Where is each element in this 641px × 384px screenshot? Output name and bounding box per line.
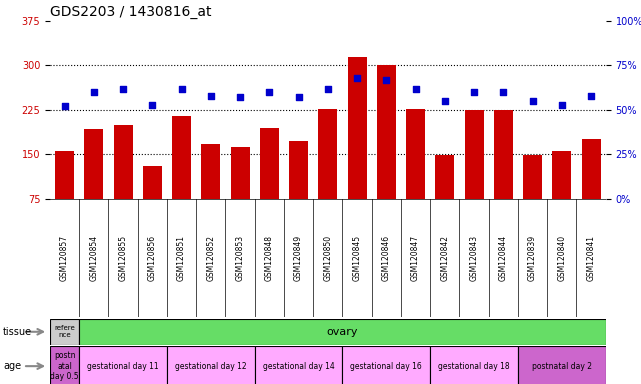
Text: GSM120857: GSM120857 [60,235,69,281]
Bar [79,346,167,384]
Text: GSM120840: GSM120840 [558,235,567,281]
Point [235,94,246,101]
Text: GSM120855: GSM120855 [119,235,128,281]
Text: GSM120845: GSM120845 [353,235,362,281]
Text: GSM120843: GSM120843 [470,235,479,281]
Point [147,101,158,108]
Bar [347,56,367,243]
Point [498,89,508,95]
Bar [518,346,606,384]
Text: gestational day 18: gestational day 18 [438,362,510,371]
Bar [231,147,249,243]
Point [528,98,538,104]
Text: GSM120842: GSM120842 [440,235,449,281]
Bar [55,151,74,243]
Point [410,86,420,92]
Bar [465,110,483,243]
Bar [113,124,133,243]
Bar [435,156,454,243]
Text: GSM120853: GSM120853 [236,235,245,281]
Bar [523,156,542,243]
Bar [85,129,103,243]
Bar [430,346,518,384]
Text: gestational day 14: gestational day 14 [263,362,335,371]
Bar [377,65,396,243]
Bar [201,144,221,243]
Text: GSM120847: GSM120847 [411,235,420,281]
Text: GSM120851: GSM120851 [177,235,186,281]
Bar [553,151,571,243]
Point [381,76,392,83]
Point [176,86,187,92]
Text: GSM120849: GSM120849 [294,235,303,281]
Text: gestational day 11: gestational day 11 [87,362,159,371]
Bar [172,116,191,243]
Bar [319,109,337,243]
Text: ovary: ovary [327,327,358,337]
Point [206,93,216,99]
Bar [342,346,430,384]
Text: gestational day 12: gestational day 12 [175,362,247,371]
Text: GSM120846: GSM120846 [382,235,391,281]
Text: GSM120848: GSM120848 [265,235,274,281]
Point [469,89,479,95]
Text: postnatal day 2: postnatal day 2 [532,362,592,371]
Bar [289,141,308,243]
Point [352,75,362,81]
Text: GSM120854: GSM120854 [89,235,98,281]
Text: GSM120839: GSM120839 [528,235,537,281]
Point [440,98,450,104]
Bar [260,127,279,243]
Bar [494,110,513,243]
Point [322,86,333,92]
Point [557,101,567,108]
Bar [406,109,425,243]
Bar [254,346,342,384]
Text: GSM120856: GSM120856 [148,235,157,281]
Bar [167,346,254,384]
Point [294,94,304,101]
Text: GSM120841: GSM120841 [587,235,595,281]
Text: refere
nce: refere nce [54,325,75,338]
Text: GSM120852: GSM120852 [206,235,215,281]
Text: GDS2203 / 1430816_at: GDS2203 / 1430816_at [50,5,212,19]
Point [88,89,99,95]
Text: age: age [3,361,21,371]
Bar [581,139,601,243]
Point [118,86,128,92]
Point [60,103,70,109]
Text: tissue: tissue [3,327,32,337]
Text: gestational day 16: gestational day 16 [351,362,422,371]
Point [586,93,596,99]
Text: GSM120850: GSM120850 [323,235,333,281]
Text: postn
atal
day 0.5: postn atal day 0.5 [50,351,79,381]
Bar [50,346,79,384]
Bar [143,166,162,243]
Text: GSM120844: GSM120844 [499,235,508,281]
Bar [50,319,79,345]
Point [264,89,274,95]
